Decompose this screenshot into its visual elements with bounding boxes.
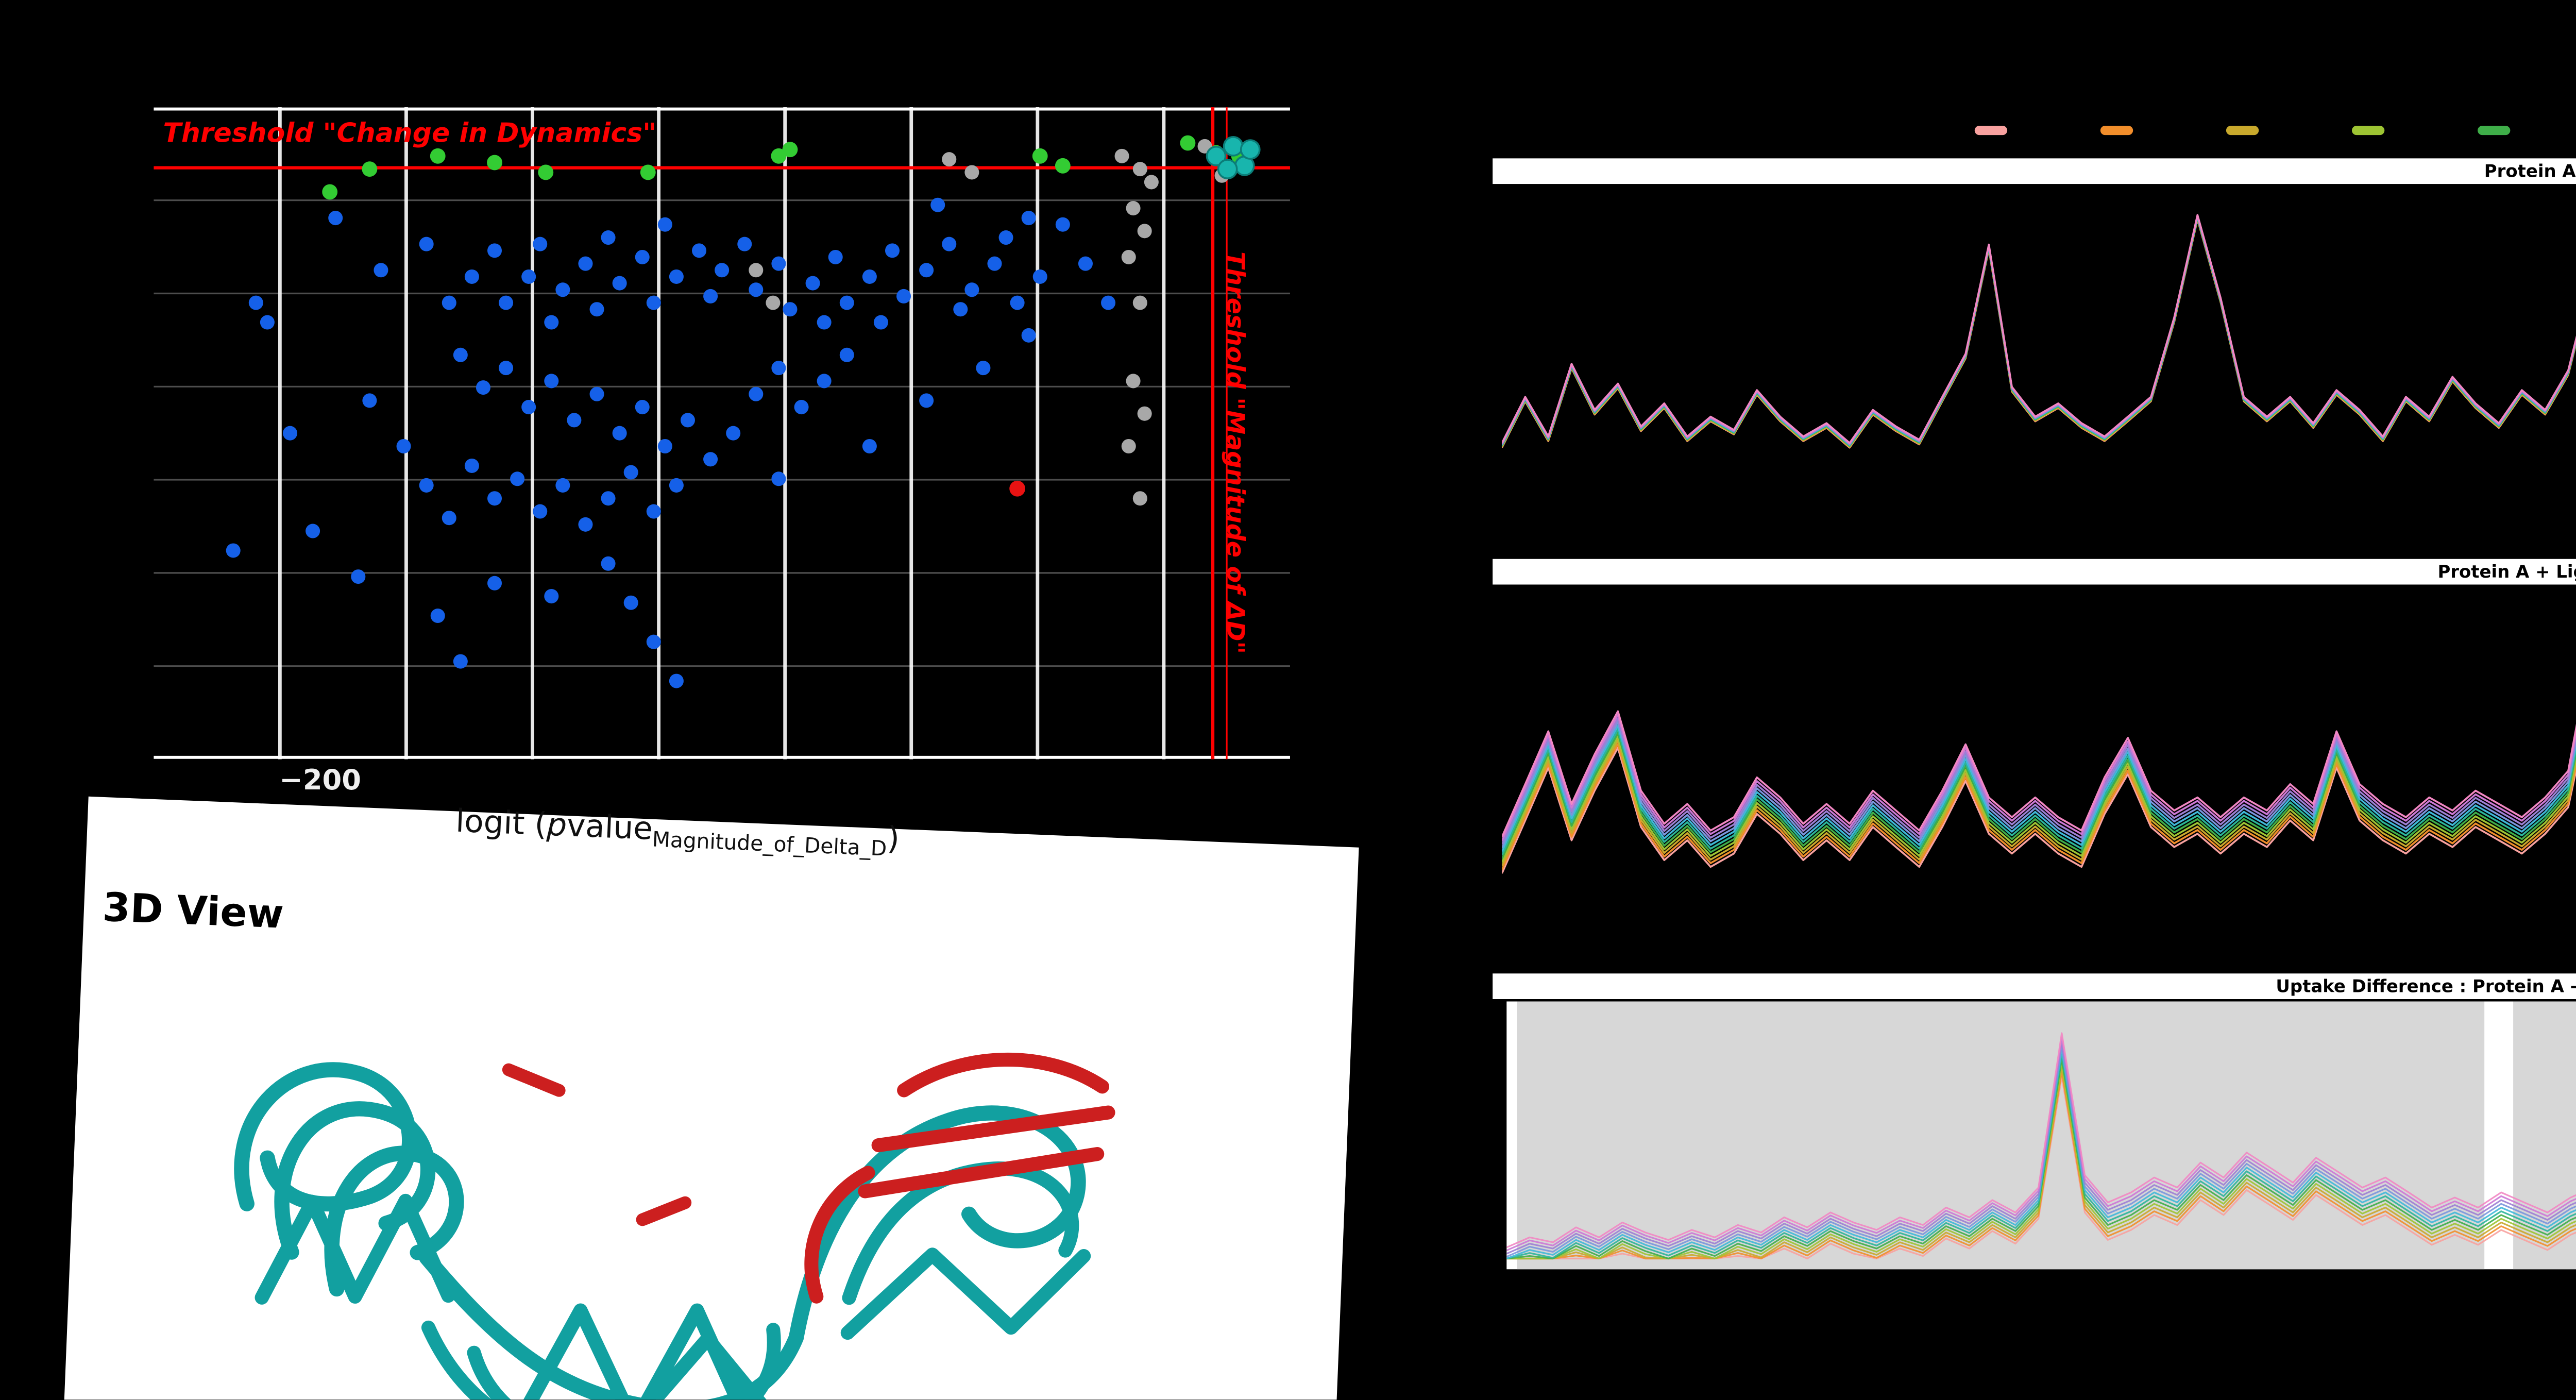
ribbon-highlight — [804, 1166, 875, 1304]
axis-label-p: p — [546, 807, 568, 846]
chart-a-title-bar: Protein A — [1493, 158, 2576, 184]
axis-label-value: value — [566, 807, 654, 849]
threshold-magnitude-label: Threshold "Magnitude of ΔD" — [1220, 251, 1248, 654]
exposure-legend — [1974, 126, 2576, 134]
volcano-plot-panel: Threshold "Change in Dynamics" Threshold… — [154, 107, 1290, 760]
protein-ribbon-view[interactable] — [144, 921, 1282, 1400]
uptake-chart-protein-a-ligand[interactable] — [1502, 594, 2576, 943]
ribbon-highlight — [858, 1147, 1105, 1199]
ribbon-sheet — [603, 1331, 804, 1400]
legend-dash[interactable] — [2478, 126, 2511, 134]
axis-label-prefix: logit ( — [454, 803, 548, 845]
uptake-chart-protein-a[interactable] — [1502, 193, 2576, 543]
ribbon-loop — [421, 1320, 594, 1400]
chart-b-title-bar: Protein A + Ligand — [1493, 559, 2576, 585]
volcano-scatter-plot[interactable] — [154, 107, 1290, 760]
ribbon-highlight — [871, 1105, 1115, 1153]
ribbon-loop — [467, 1323, 781, 1400]
legend-dash[interactable] — [1974, 126, 2008, 134]
legend-dash[interactable] — [2226, 126, 2259, 134]
legend-dash[interactable] — [2351, 126, 2385, 134]
threshold-change-label: Threshold "Change in Dynamics" — [163, 116, 657, 149]
axis-label-suffix: ) — [886, 820, 901, 859]
uptake-difference-chart[interactable] — [1506, 1001, 2576, 1270]
ribbon-sheet — [255, 1193, 455, 1305]
ribbon-strand — [324, 1145, 464, 1297]
view-3d-panel[interactable]: 3D View — [61, 796, 1359, 1400]
ribbon-sheet — [840, 1247, 1091, 1340]
ribbon-highlight — [502, 1063, 566, 1097]
volcano-x-tick-label: −200 — [279, 764, 362, 797]
ribbon-strand — [234, 1062, 417, 1212]
chart-c-title-bar: Uptake Difference : Protein A - (Protein… — [1493, 973, 2576, 999]
legend-dash[interactable] — [2100, 126, 2133, 134]
ribbon-highlight — [636, 1196, 692, 1226]
ribbon-highlight — [897, 1052, 1110, 1098]
ribbon-strand — [274, 1101, 436, 1260]
